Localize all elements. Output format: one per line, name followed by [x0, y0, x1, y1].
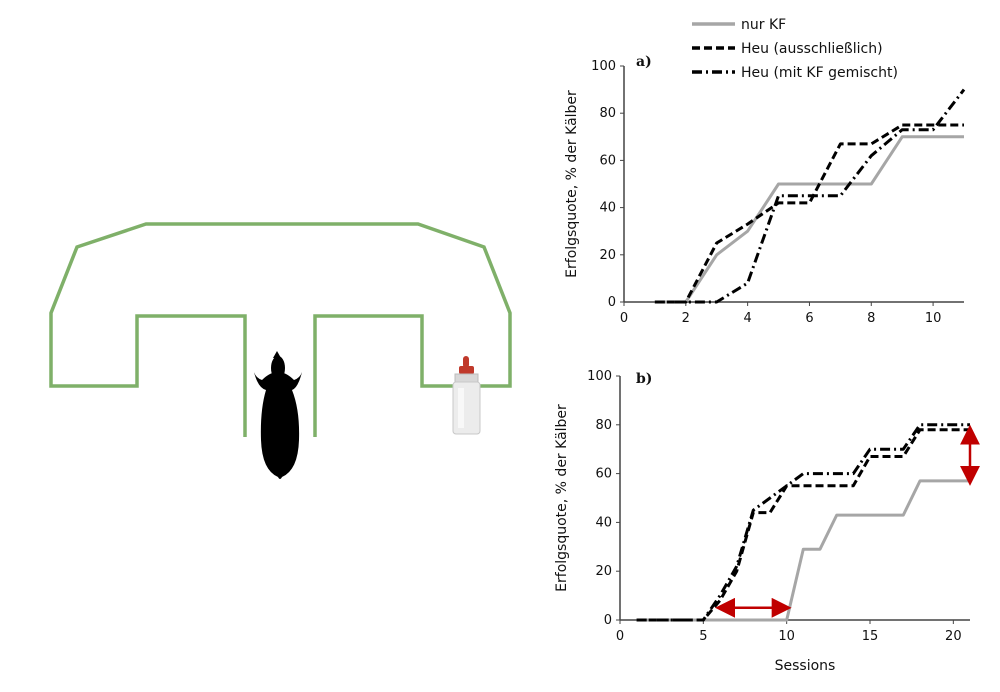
panel-b-x-tick-label: 10: [778, 629, 795, 644]
panel-a-y-tick-label: 100: [591, 59, 616, 74]
panel-a-x-tick-label: 4: [743, 311, 751, 326]
panel-a-x-tick-label: 10: [925, 311, 942, 326]
milk-bottle-icon: [452, 356, 481, 435]
legend: nur KF Heu (ausschließlich) Heu (mit KF …: [692, 17, 898, 81]
panel-b-y-tick-label: 40: [595, 515, 612, 530]
maze-outline: [49, 222, 512, 437]
panel-a-series-line-heu-mit-kf-gemischt: [654, 88, 966, 304]
panel-b-y-tick-label: 100: [587, 369, 612, 384]
panel-b-y-tick-label: 60: [595, 467, 612, 482]
legend-label-heu-mit-kf: Heu (mit KF gemischt): [741, 65, 898, 81]
panel-a-y-tick-label: 60: [599, 153, 616, 168]
panel-b-y-tick-label: 20: [595, 564, 612, 579]
panel-a-series-line-nur-kf: [654, 135, 964, 304]
panel-a-y-tick-label: 40: [599, 201, 616, 216]
panel-a-x-tick-label: 8: [867, 311, 875, 326]
panel-b-y-tick-label: 0: [604, 613, 612, 628]
panel-a-y-tick-label: 0: [608, 295, 616, 310]
panel-b-series-line-heu-ausschliesslich: [636, 428, 970, 622]
panel-a-x-tick-label: 6: [805, 311, 813, 326]
maze-illustration: [49, 222, 512, 479]
panel-b-y-tick-label: 80: [595, 418, 612, 433]
panel-b-series-line-heu-mit-kf-gemischt: [636, 423, 970, 622]
legend-label-nur-kf: nur KF: [741, 17, 786, 33]
panel-b-x-tick-label: 5: [699, 629, 707, 644]
panel-b-x-tick-label: 20: [945, 629, 962, 644]
panel-a-label: a): [636, 54, 652, 70]
panel-a-series-line-heu-ausschliesslich: [654, 123, 964, 304]
panel-a-y-tick-label: 80: [599, 106, 616, 121]
panel-b-label: b): [636, 371, 652, 387]
panel-a-y-tick-label: 20: [599, 248, 616, 263]
panel-b-series-line-nur-kf: [636, 479, 970, 622]
panel-a-y-axis-title: Erfolgsquote, % der Kälber: [564, 90, 580, 278]
panel-b-x-tick-label: 0: [616, 629, 624, 644]
legend-label-heu-ausschliesslich: Heu (ausschließlich): [741, 41, 883, 57]
panel-b-x-axis-title: Sessions: [775, 658, 836, 674]
chart-panel-a: a) Erfolgsquote, % der Kälber 0204060801…: [564, 54, 966, 326]
calf-silhouette-icon: [254, 351, 302, 479]
chart-panel-b: b) Erfolgsquote, % der Kälber Sessions 0…: [554, 369, 980, 674]
panel-a-x-tick-label: 2: [682, 311, 690, 326]
panel-a-x-tick-label: 0: [620, 311, 628, 326]
panel-b-x-tick-label: 15: [862, 629, 879, 644]
panel-b-y-axis-title: Erfolgsquote, % der Kälber: [554, 404, 570, 592]
